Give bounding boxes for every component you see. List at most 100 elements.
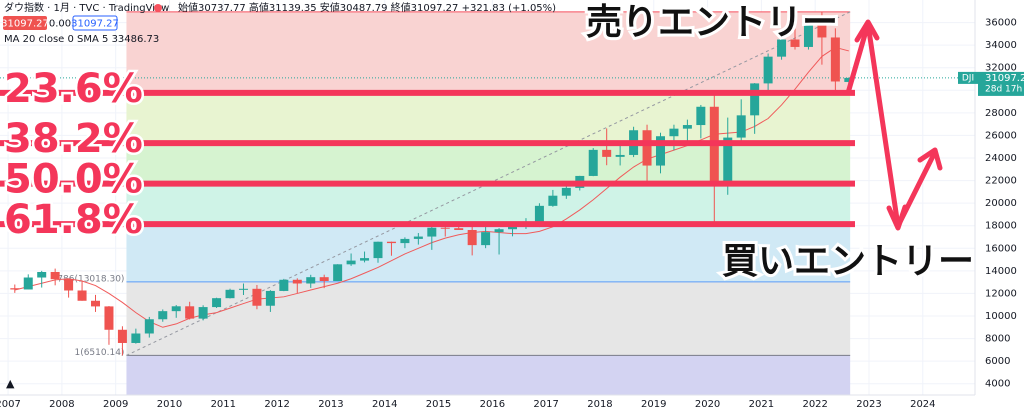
candle-body (803, 18, 813, 47)
annotation-label: 38.2% (4, 116, 143, 162)
fib-zone (126, 183, 851, 225)
x-tick-label: 2023 (856, 399, 881, 410)
candle-body (252, 288, 262, 306)
x-tick-label: 2020 (695, 399, 720, 410)
fib-level-label: 786(13018.30) (57, 274, 124, 284)
candle-body (117, 329, 127, 343)
candle-body (400, 238, 410, 244)
buy-price: 31097.27 (71, 19, 119, 30)
candle-body (844, 77, 854, 82)
fib-zone (126, 281, 851, 356)
candle-body (736, 115, 746, 138)
candle-body (494, 229, 504, 233)
fib-zone (126, 11, 851, 93)
candle-body (655, 136, 665, 166)
y-tick-label: 14000 (985, 266, 1017, 277)
y-tick-label: 22000 (985, 176, 1017, 187)
candle-body (548, 195, 558, 206)
candle-body (77, 290, 87, 301)
candle-body (467, 230, 477, 246)
fib-zone (126, 143, 851, 184)
symbol-tag (958, 71, 978, 84)
arrowhead-right (917, 147, 943, 171)
candle-body (615, 154, 625, 157)
axes: 4000 6000 8000 10000 12000 14000 16000 18000 200… (0, 18, 1024, 410)
candle-body (131, 333, 141, 343)
y-tick-label: 12000 (985, 288, 1017, 299)
candle-body (104, 306, 114, 330)
candle-body (346, 260, 356, 265)
x-tick-label: 2007 (0, 399, 21, 410)
candle-body (360, 258, 370, 261)
x-tick-label: 2012 (264, 399, 289, 410)
price-tag-label: 31097.27 (985, 73, 1024, 84)
entry-arrows (845, 19, 943, 231)
y-tick-label: 6000 (985, 356, 1010, 367)
candle-body (198, 307, 208, 319)
candle-body (440, 227, 450, 229)
spread: 0.00 (49, 19, 71, 30)
price-axis (975, 0, 1024, 412)
symbol-title: ダウ指数 · 1月 · TVC · TradingView (4, 1, 169, 14)
x-tick-label: 2010 (157, 399, 182, 410)
annotations: 売りエントリー 買いエントリー 23.6%38.2%50.0%61.8% (0, 0, 977, 285)
x-tick-label: 2008 (49, 399, 74, 410)
y-tick-label: 10000 (985, 311, 1017, 322)
annotation-label: 50.0% (4, 157, 143, 203)
y-tick-label: 26000 (985, 130, 1017, 141)
candle-body (185, 306, 195, 319)
plot-area: 1(6510.14) 786(13018.30) (0, 0, 975, 395)
y-tick-label: 4000 (985, 379, 1010, 390)
candle-body (279, 279, 289, 291)
candle-body (790, 39, 800, 47)
y-tick-label: 8000 (985, 334, 1010, 345)
candle-body (508, 226, 518, 230)
y-tick-label: 16000 (985, 243, 1017, 254)
candle-body (588, 149, 598, 176)
candle-body (602, 149, 612, 157)
y-tick-label: 36000 (985, 18, 1017, 29)
y-tick-label: 20000 (985, 198, 1017, 209)
x-tick-label: 2015 (426, 399, 451, 410)
y-tick-label: 32000 (985, 63, 1017, 74)
countdown-label: 28d 17h (985, 84, 1022, 94)
sell-entry-label: 売りエントリー (586, 2, 838, 43)
tv-logo: ▲ (6, 377, 15, 390)
annotation-label: 23.6% (4, 66, 143, 112)
candle-body (723, 137, 733, 182)
candle-body (830, 37, 840, 82)
candle-body (534, 205, 544, 223)
ma-legend: MA 20 close 0 SMA 5 33486.73 (4, 34, 159, 45)
symbol-tag-label: DJI (962, 73, 974, 83)
x-tick-label: 2024 (910, 399, 935, 410)
price-tag (978, 71, 1024, 96)
zigzag-arrow (845, 21, 938, 229)
candle-body (427, 227, 437, 237)
candle-body (158, 311, 168, 320)
fib-level-label: 1(6510.14) (74, 348, 124, 358)
y-tick-label: 18000 (985, 221, 1017, 232)
logo-mark: ▲ (6, 377, 15, 390)
arrowhead-down (886, 204, 908, 231)
candle-body (642, 130, 652, 166)
candle-body (37, 271, 47, 278)
candle-body (225, 289, 235, 299)
y-tick-label: 28000 (985, 108, 1017, 119)
x-tick-label: 2019 (641, 399, 666, 410)
sell-price: 31097.27 (1, 19, 49, 30)
candle-body (171, 306, 181, 312)
x-tick-label: 2017 (533, 399, 558, 410)
status-dot (154, 4, 162, 12)
x-tick-label: 2009 (103, 399, 128, 410)
candle-body (817, 18, 827, 38)
x-tick-label: 2022 (802, 399, 827, 410)
buy-box (72, 15, 118, 31)
candle-body (212, 298, 222, 308)
candle-body (292, 279, 302, 284)
buy-entry-label: 買いエントリー (722, 241, 974, 282)
fib-zone (126, 355, 851, 395)
y-tick-label: 34000 (985, 40, 1017, 51)
candle-body (144, 319, 154, 334)
candle-body (64, 279, 74, 291)
